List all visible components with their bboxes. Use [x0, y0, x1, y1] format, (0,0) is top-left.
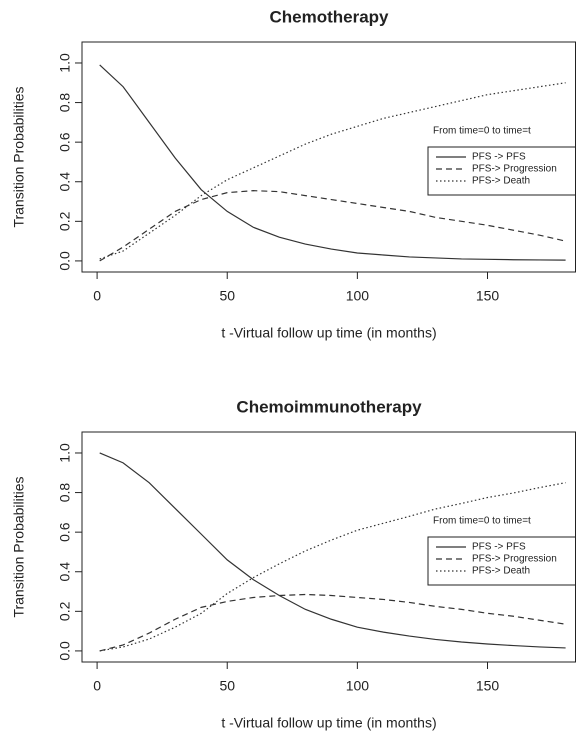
legend-box: [427, 536, 576, 586]
x-tick-label: 0: [93, 288, 101, 304]
series-line: [99, 190, 566, 262]
x-tick-label: 0: [93, 678, 101, 694]
legend-label: PFS -> PFS: [472, 152, 526, 163]
legend-label: PFS-> Death: [472, 176, 530, 187]
y-tick-label: 0.8: [57, 93, 73, 113]
legend-box: [427, 146, 576, 196]
legend-label: PFS -> PFS: [472, 542, 526, 553]
y-tick-label: 0.2: [57, 601, 73, 621]
x-tick-label: 50: [219, 678, 235, 694]
chart-title: Chemoimmunotherapy: [236, 397, 422, 416]
series-line: [99, 593, 566, 652]
y-tick-label: 0.8: [57, 483, 73, 503]
x-axis-label: t -Virtual follow up time (in months): [221, 325, 436, 341]
series-line: [99, 64, 566, 261]
x-tick-label: 100: [346, 288, 370, 304]
x-tick-label: 100: [346, 678, 370, 694]
legend-label: PFS-> Death: [472, 566, 530, 577]
y-tick-label: 0.6: [57, 522, 73, 542]
series-line: [99, 452, 566, 649]
y-tick-label: 0.0: [57, 251, 73, 271]
x-tick-label: 50: [219, 288, 235, 304]
y-tick-label: 0.4: [57, 562, 73, 582]
x-tick-label: 150: [476, 678, 500, 694]
legend-title: From time=0 to time=t: [433, 516, 531, 527]
x-axis-label: t -Virtual follow up time (in months): [221, 715, 436, 731]
chart-title: Chemotherapy: [269, 7, 389, 26]
x-tick-label: 150: [476, 288, 500, 304]
legend-label: PFS-> Progression: [472, 554, 557, 565]
series-line: [99, 482, 566, 652]
y-tick-label: 0.6: [57, 132, 73, 152]
legend-title: From time=0 to time=t: [433, 126, 531, 137]
y-tick-label: 0.2: [57, 211, 73, 231]
y-axis-label: Transition Probabilities: [11, 86, 27, 227]
series-line: [99, 82, 566, 260]
y-tick-label: 0.4: [57, 172, 73, 192]
y-tick-label: 0.0: [57, 641, 73, 661]
legend-label: PFS-> Progression: [472, 164, 557, 175]
y-tick-label: 1.0: [57, 443, 73, 463]
y-tick-label: 1.0: [57, 53, 73, 73]
y-axis-label: Transition Probabilities: [11, 476, 27, 617]
